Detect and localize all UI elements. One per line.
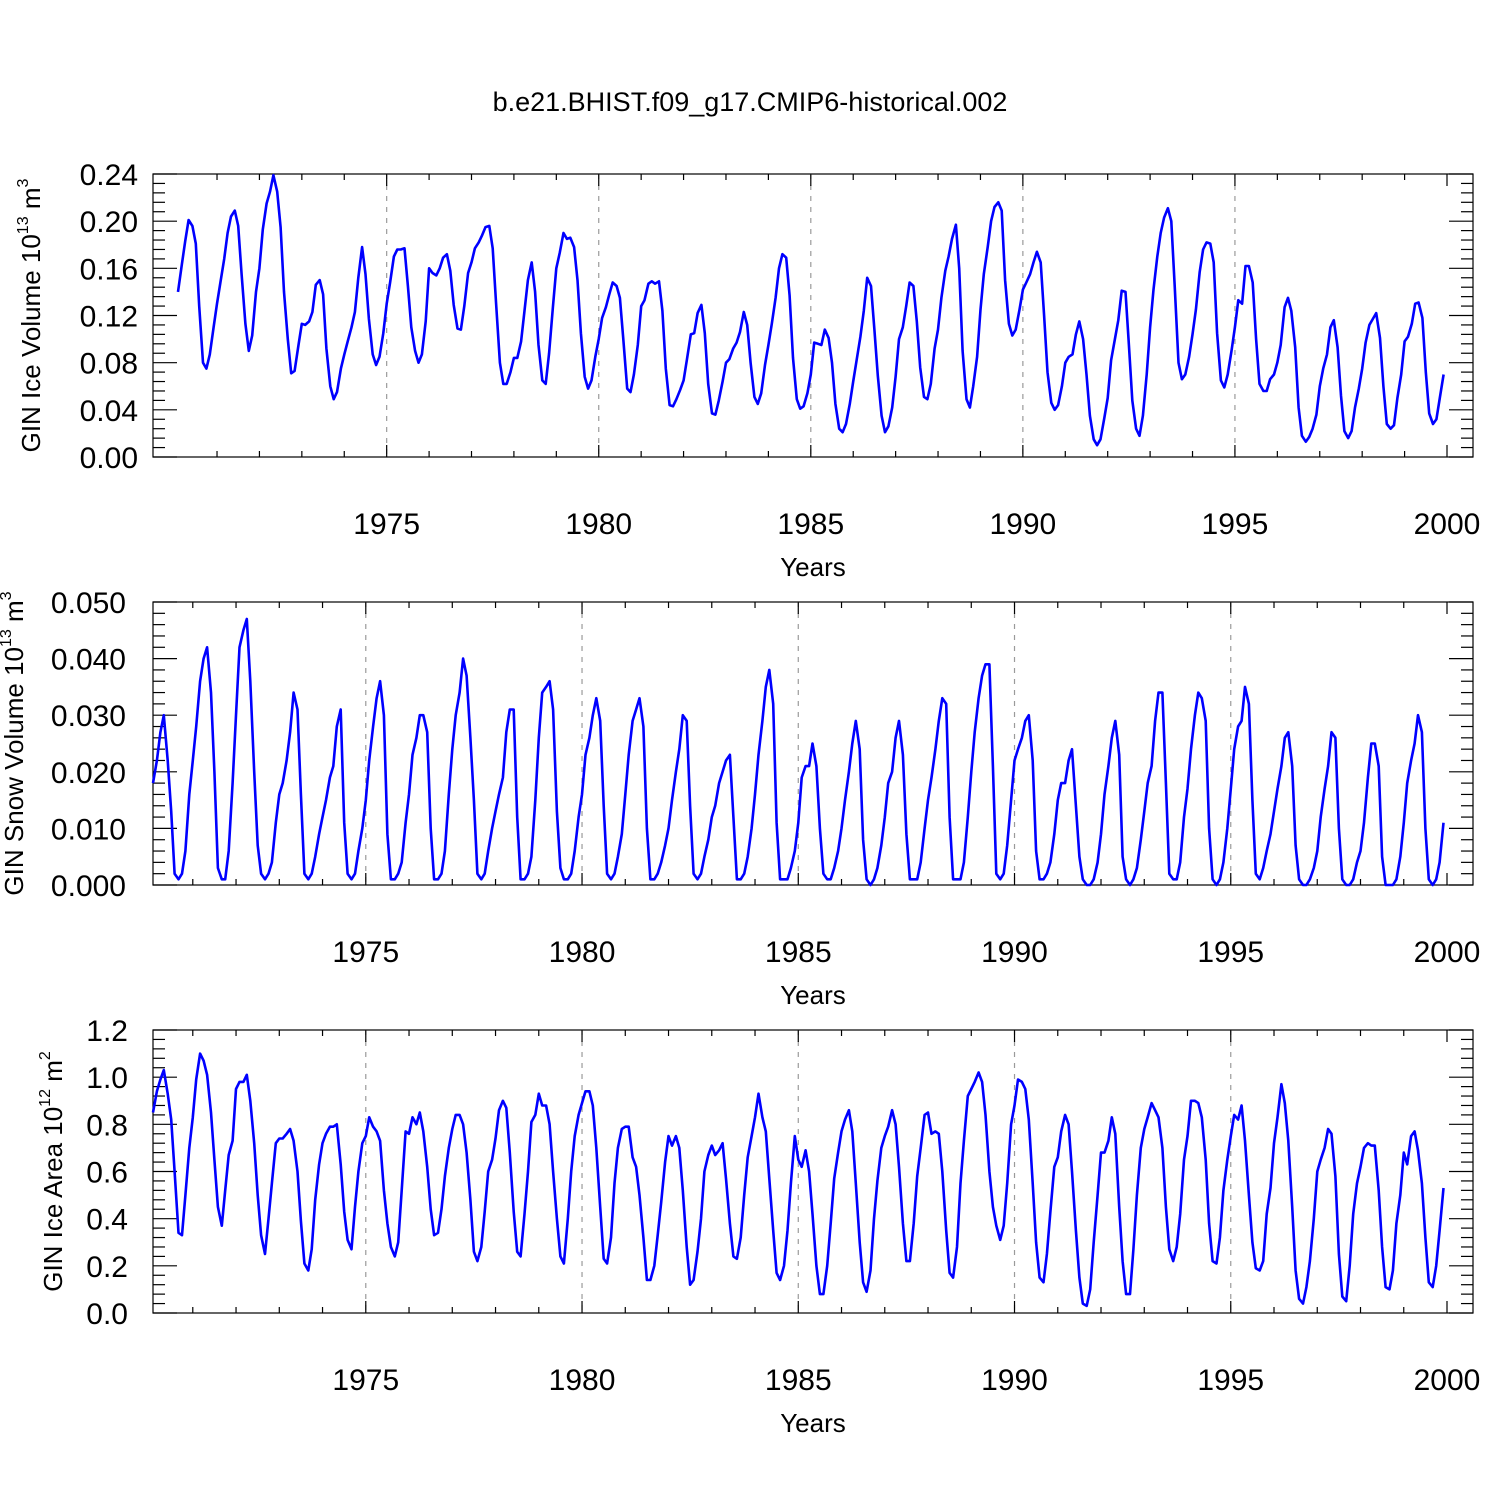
y-tick-label: 0.00	[80, 442, 138, 475]
x-tick-label: 1985	[765, 1364, 832, 1397]
y-tick-label: 0.0	[86, 1298, 128, 1331]
y-tick-label: 0.030	[51, 700, 126, 733]
y-tick-label: 0.010	[51, 813, 126, 846]
x-tick-label: 1975	[353, 508, 420, 541]
x-axis-label: Years	[780, 980, 846, 1010]
y-tick-label: 0.16	[80, 253, 138, 286]
x-tick-label: 1985	[777, 508, 844, 541]
y-tick-label: 0.000	[51, 870, 126, 903]
x-tick-label: 1980	[549, 936, 616, 969]
y-axis-label-unit: m	[0, 600, 29, 629]
x-tick-label: 1980	[549, 1364, 616, 1397]
x-tick-label: 1980	[565, 508, 632, 541]
x-tick-label: 1995	[1202, 508, 1269, 541]
x-tick-label: 1995	[1197, 936, 1264, 969]
x-tick-label: 2000	[1414, 508, 1481, 541]
series-line-2	[151, 617, 1445, 887]
y-axis-label-unit-exponent: 3	[15, 178, 32, 187]
y-axis-label-exponent: 13	[15, 216, 32, 234]
x-tick-label: 1990	[989, 508, 1056, 541]
x-tick-label: 1995	[1197, 1364, 1264, 1397]
x-axis-label: Years	[780, 552, 846, 582]
x-tick-label: 1990	[981, 936, 1048, 969]
y-tick-label: 0.8	[86, 1109, 128, 1142]
x-tick-label: 1975	[332, 936, 399, 969]
series-line-3	[151, 1052, 1445, 1308]
series-line-1	[176, 173, 1445, 447]
y-tick-label: 0.2	[86, 1251, 128, 1284]
y-tick-label: 1.0	[86, 1062, 128, 1095]
panel-3: 1975 1980 1985 1990 1995 2000 Years 0.0 0.2 0.4 0.…	[37, 1015, 1480, 1438]
y-tick-label: 0.24	[80, 159, 138, 192]
panel-1: 1975 1980 1985 1990 1995 2000 Years 0.00 0.04 0.0…	[15, 159, 1480, 582]
y-axis-label-unit: m	[38, 1060, 68, 1089]
chart-title: b.e21.BHIST.f09_g17.CMIP6-historical.002	[493, 87, 1008, 117]
y-tick-label: 0.050	[51, 587, 126, 620]
y-axis-label: GIN Ice Volume 1013 m3	[15, 178, 46, 452]
y-axis-label-text: GIN Snow Volume 10	[0, 647, 29, 896]
y-tick-label: 1.2	[86, 1015, 128, 1048]
x-tick-label: 1975	[332, 1364, 399, 1397]
y-axis-label-exponent: 12	[37, 1089, 54, 1107]
y-tick-label: 0.040	[51, 644, 126, 677]
y-axis-label-text: GIN Ice Volume 10	[16, 234, 46, 452]
y-axis-label: GIN Ice Area 1012 m2	[37, 1051, 68, 1292]
panels: 1975 1980 1985 1990 1995 2000 Years 0.00 0.04 0.0…	[0, 159, 1480, 1438]
y-tick-label: 0.20	[80, 206, 138, 239]
x-tick-label: 1985	[765, 936, 832, 969]
y-axis-label-text: GIN Ice Area 10	[38, 1107, 68, 1292]
y-axis-label: GIN Snow Volume 1013 m3	[0, 591, 29, 895]
y-axis-label-unit: m	[16, 187, 46, 216]
x-axis-label: Years	[780, 1408, 846, 1438]
y-axis-label-exponent: 13	[0, 629, 15, 647]
x-tick-label: 1990	[981, 1364, 1048, 1397]
y-axis-label-unit-exponent: 2	[37, 1051, 54, 1060]
y-tick-label: 0.08	[80, 348, 138, 381]
y-tick-label: 0.020	[51, 757, 126, 790]
y-tick-label: 0.04	[80, 395, 138, 428]
y-axis-label-unit-exponent: 3	[0, 591, 15, 600]
x-tick-label: 2000	[1414, 1364, 1481, 1397]
y-tick-label: 0.4	[86, 1204, 128, 1237]
panel-2: 1975 1980 1985 1990 1995 2000 Years 0.000 0.010 0…	[0, 587, 1480, 1010]
y-tick-label: 0.6	[86, 1157, 128, 1190]
x-tick-label: 2000	[1414, 936, 1481, 969]
y-tick-label: 0.12	[80, 301, 138, 334]
plot-frame	[152, 601, 1474, 886]
